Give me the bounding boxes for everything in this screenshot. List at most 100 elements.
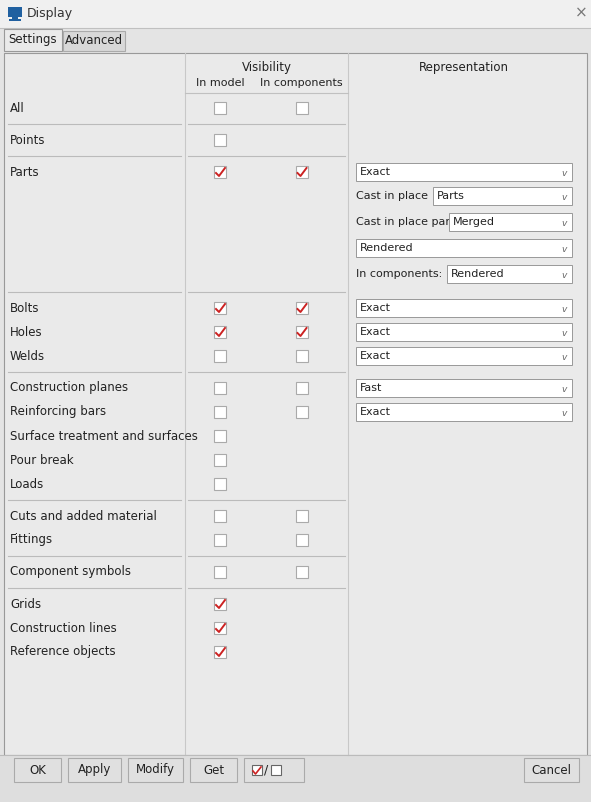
Bar bbox=[449, 213, 572, 231]
Text: Fast: Fast bbox=[360, 383, 382, 393]
Text: Surface treatment and surfaces: Surface treatment and surfaces bbox=[10, 430, 198, 443]
Bar bbox=[296, 566, 307, 578]
Bar bbox=[14, 758, 61, 782]
Text: Apply: Apply bbox=[78, 764, 111, 776]
Text: Cuts and added material: Cuts and added material bbox=[10, 509, 157, 522]
Bar bbox=[63, 31, 125, 51]
Text: Exact: Exact bbox=[360, 407, 391, 417]
Bar bbox=[214, 430, 226, 442]
Bar bbox=[214, 510, 226, 522]
Text: In model: In model bbox=[196, 78, 244, 88]
Text: v: v bbox=[561, 384, 567, 394]
Bar bbox=[524, 758, 579, 782]
Text: Welds: Welds bbox=[10, 350, 45, 363]
Bar bbox=[356, 403, 572, 421]
Bar bbox=[296, 102, 307, 114]
Text: Construction lines: Construction lines bbox=[10, 622, 117, 634]
Bar bbox=[214, 382, 226, 394]
Text: All: All bbox=[10, 102, 25, 115]
Bar bbox=[0, 0, 591, 28]
Text: v: v bbox=[561, 192, 567, 201]
Bar bbox=[356, 163, 572, 181]
Text: Cast in place: Cast in place bbox=[356, 191, 428, 201]
Text: Exact: Exact bbox=[360, 327, 391, 337]
Bar bbox=[214, 646, 226, 658]
Text: Settings: Settings bbox=[9, 34, 57, 47]
Bar bbox=[8, 7, 22, 17]
Bar bbox=[4, 29, 62, 51]
Text: /: / bbox=[264, 764, 268, 776]
Bar bbox=[296, 382, 307, 394]
Text: Pour break: Pour break bbox=[10, 453, 74, 467]
Text: Cast in place parts: Cast in place parts bbox=[356, 217, 460, 227]
Text: Rendered: Rendered bbox=[451, 269, 505, 279]
Bar bbox=[214, 478, 226, 490]
Bar bbox=[190, 758, 237, 782]
Bar bbox=[0, 755, 591, 802]
Text: v: v bbox=[561, 353, 567, 362]
Bar bbox=[214, 406, 226, 418]
Bar bbox=[271, 765, 281, 775]
Text: Display: Display bbox=[27, 7, 73, 21]
Text: Modify: Modify bbox=[136, 764, 175, 776]
Bar bbox=[296, 534, 307, 546]
Text: Bolts: Bolts bbox=[10, 302, 40, 314]
Bar bbox=[296, 166, 307, 178]
Text: Reinforcing bars: Reinforcing bars bbox=[10, 406, 106, 419]
Text: v: v bbox=[561, 168, 567, 177]
Bar bbox=[356, 347, 572, 365]
Bar bbox=[9, 19, 21, 21]
Text: v: v bbox=[561, 329, 567, 338]
Text: Reference objects: Reference objects bbox=[10, 646, 116, 658]
Text: Exact: Exact bbox=[360, 351, 391, 361]
Bar bbox=[296, 350, 307, 362]
Bar bbox=[214, 454, 226, 466]
Bar bbox=[356, 299, 572, 317]
Text: Loads: Loads bbox=[10, 477, 44, 491]
Bar bbox=[214, 598, 226, 610]
Text: Get: Get bbox=[203, 764, 224, 776]
Bar bbox=[214, 166, 226, 178]
Text: Construction planes: Construction planes bbox=[10, 382, 128, 395]
Bar bbox=[214, 566, 226, 578]
Text: Holes: Holes bbox=[10, 326, 43, 338]
Text: Component symbols: Component symbols bbox=[10, 565, 131, 578]
Bar bbox=[296, 510, 307, 522]
Text: Points: Points bbox=[10, 133, 46, 147]
Bar bbox=[214, 350, 226, 362]
Bar bbox=[447, 265, 572, 283]
Bar bbox=[68, 758, 121, 782]
Text: Rendered: Rendered bbox=[360, 243, 414, 253]
Text: Exact: Exact bbox=[360, 167, 391, 177]
Bar bbox=[4, 53, 587, 755]
Text: Visibility: Visibility bbox=[242, 60, 291, 74]
Bar bbox=[356, 379, 572, 397]
Text: Fittings: Fittings bbox=[10, 533, 53, 546]
Text: v: v bbox=[561, 218, 567, 228]
Bar bbox=[214, 134, 226, 146]
Bar bbox=[214, 326, 226, 338]
Text: In components:: In components: bbox=[356, 269, 442, 279]
Text: v: v bbox=[561, 270, 567, 280]
Text: Merged: Merged bbox=[453, 217, 495, 227]
Bar bbox=[252, 765, 262, 775]
Bar bbox=[128, 758, 183, 782]
Text: Parts: Parts bbox=[10, 165, 40, 179]
Bar bbox=[356, 239, 572, 257]
Text: v: v bbox=[561, 245, 567, 253]
Bar bbox=[244, 758, 304, 782]
Text: ×: × bbox=[574, 6, 587, 21]
Text: v: v bbox=[561, 305, 567, 314]
Text: Advanced: Advanced bbox=[65, 34, 123, 47]
Text: Cancel: Cancel bbox=[531, 764, 571, 776]
Bar bbox=[214, 622, 226, 634]
Bar bbox=[214, 102, 226, 114]
Bar bbox=[296, 406, 307, 418]
Bar bbox=[214, 302, 226, 314]
Text: Exact: Exact bbox=[360, 303, 391, 313]
Text: Representation: Representation bbox=[419, 60, 509, 74]
Text: In components: In components bbox=[260, 78, 343, 88]
Text: OK: OK bbox=[29, 764, 46, 776]
Bar bbox=[356, 323, 572, 341]
Bar bbox=[214, 534, 226, 546]
